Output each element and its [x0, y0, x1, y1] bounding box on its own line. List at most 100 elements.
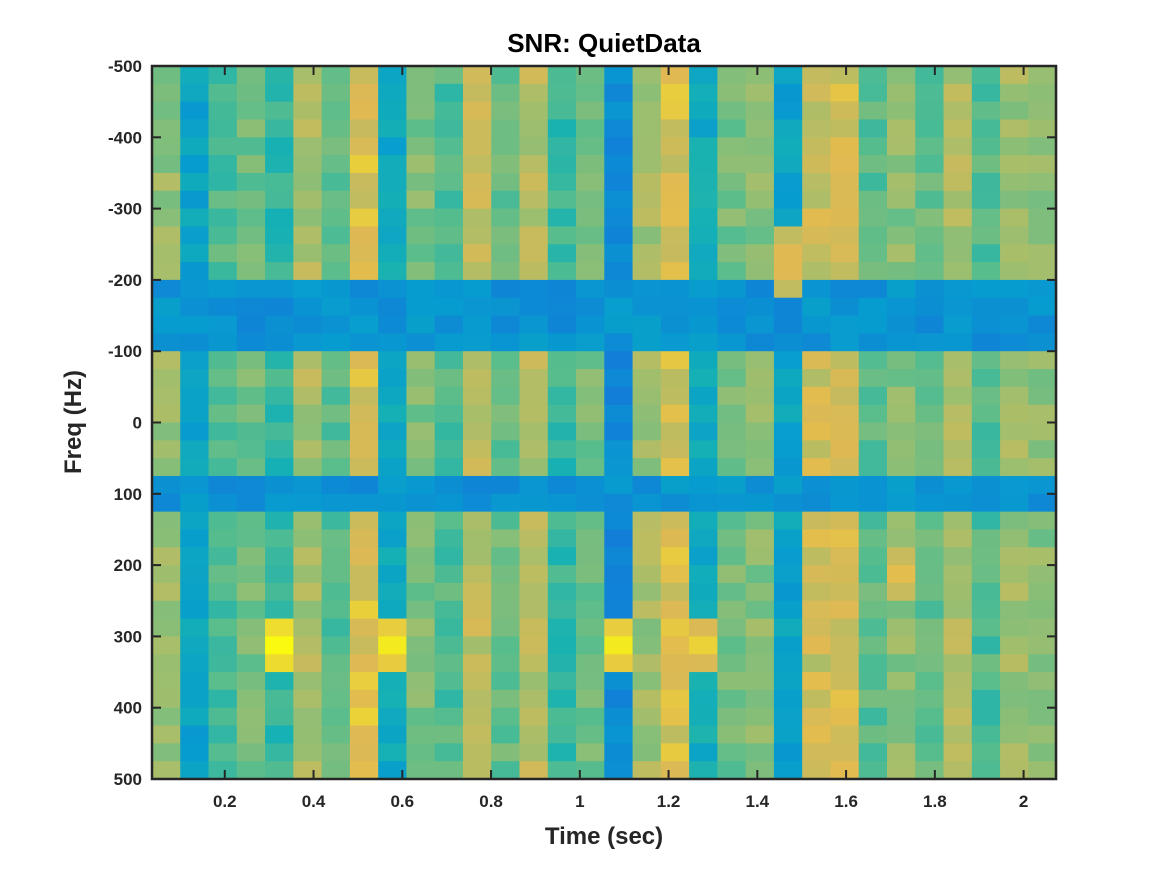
heatmap-cell: [632, 333, 662, 352]
heatmap-cell: [773, 761, 803, 780]
heatmap-cell: [491, 279, 521, 299]
heatmap-cell: [802, 547, 832, 566]
heatmap-cell: [434, 689, 464, 709]
heatmap-cell: [773, 475, 803, 495]
heatmap-cell: [1028, 582, 1058, 602]
heatmap-cell: [321, 279, 351, 299]
heatmap-cell: [1028, 386, 1058, 406]
heatmap-cell: [717, 440, 747, 459]
heatmap-cell: [604, 279, 634, 299]
heatmap-cell: [1028, 404, 1058, 424]
heatmap-cell: [293, 725, 323, 744]
heatmap-cell: [971, 458, 1001, 477]
heatmap-cell: [1028, 422, 1058, 441]
heatmap-cell: [462, 351, 492, 370]
heatmap-cell: [1028, 208, 1058, 228]
heatmap-cell: [519, 529, 549, 548]
heatmap-cell: [943, 529, 973, 548]
heatmap-cell: [717, 422, 747, 441]
heatmap-cell: [660, 119, 690, 138]
heatmap-cell: [152, 66, 181, 85]
heatmap-cell: [1000, 155, 1029, 174]
heatmap-cell: [971, 672, 1001, 691]
heatmap-cell: [265, 636, 294, 655]
heatmap-cell: [321, 636, 351, 655]
heatmap-cell: [519, 493, 549, 513]
heatmap-cell: [604, 761, 634, 780]
heatmap-cell: [265, 458, 294, 477]
heatmap-cell: [745, 244, 775, 263]
heatmap-cell: [689, 582, 718, 602]
heatmap-cell: [971, 618, 1001, 637]
heatmap-cell: [519, 600, 549, 620]
heatmap-cell: [660, 351, 690, 370]
heatmap-cell: [1000, 618, 1029, 637]
heatmap-cell: [745, 618, 775, 637]
heatmap-cell: [858, 297, 888, 317]
heatmap-cell: [887, 172, 916, 192]
heatmap-cell: [1028, 262, 1058, 281]
heatmap-cell: [208, 529, 238, 548]
heatmap-cell: [378, 707, 408, 727]
heatmap-cell: [943, 369, 973, 388]
heatmap-cell: [547, 475, 577, 495]
heatmap-cell: [208, 83, 238, 103]
heatmap-cell: [180, 101, 210, 121]
heatmap-cell: [717, 458, 747, 477]
heatmap-cell: [208, 761, 238, 780]
y-tick-label: 300: [114, 627, 142, 646]
heatmap-cell: [915, 155, 945, 174]
heatmap-cell: [349, 351, 379, 370]
heatmap-cell: [660, 226, 690, 245]
heatmap-cell: [236, 119, 266, 138]
heatmap-cell: [265, 422, 294, 441]
heatmap-cell: [576, 458, 605, 477]
heatmap-cell: [887, 707, 916, 727]
heatmap-cell: [717, 565, 747, 584]
heatmap-cell: [152, 101, 181, 121]
heatmap-cell: [491, 511, 521, 531]
heatmap-cell: [915, 369, 945, 388]
heatmap-cell: [1000, 761, 1029, 780]
heatmap-cell: [547, 333, 577, 352]
heatmap-cell: [152, 83, 181, 103]
heatmap-cell: [265, 66, 294, 85]
heatmap-cell: [971, 226, 1001, 245]
heatmap-cell: [378, 582, 408, 602]
heatmap-cell: [462, 493, 492, 513]
heatmap-cell: [180, 636, 210, 655]
heatmap-cell: [717, 725, 747, 744]
heatmap-cell: [519, 511, 549, 531]
heatmap-cell: [180, 66, 210, 85]
heatmap-cell: [745, 66, 775, 85]
heatmap-cell: [236, 333, 266, 352]
heatmap-cell: [689, 761, 718, 780]
heatmap-cell: [604, 725, 634, 744]
heatmap-cell: [236, 101, 266, 121]
heatmap-cell: [576, 297, 605, 317]
heatmap-cell: [519, 208, 549, 228]
heatmap-cell: [547, 511, 577, 531]
y-tick-label: -500: [108, 57, 142, 76]
heatmap-cell: [632, 279, 662, 299]
heatmap-cell: [576, 351, 605, 370]
heatmap-cell: [519, 689, 549, 709]
heatmap-cell: [349, 404, 379, 424]
heatmap-cell: [152, 208, 181, 228]
heatmap-cell: [378, 172, 408, 192]
heatmap-cell: [717, 119, 747, 138]
heatmap-cell: [830, 315, 860, 334]
heatmap-cell: [349, 315, 379, 334]
heatmap-cell: [943, 600, 973, 620]
heatmap-cell: [462, 725, 492, 744]
heatmap-cell: [152, 404, 181, 424]
heatmap-cell: [236, 208, 266, 228]
heatmap-cell: [971, 172, 1001, 192]
heatmap-cell: [576, 369, 605, 388]
heatmap-cell: [717, 315, 747, 334]
heatmap-cell: [632, 529, 662, 548]
heatmap-cell: [208, 493, 238, 513]
heatmap-cell: [349, 600, 379, 620]
heatmap-cell: [349, 262, 379, 281]
heatmap-cell: [971, 493, 1001, 513]
